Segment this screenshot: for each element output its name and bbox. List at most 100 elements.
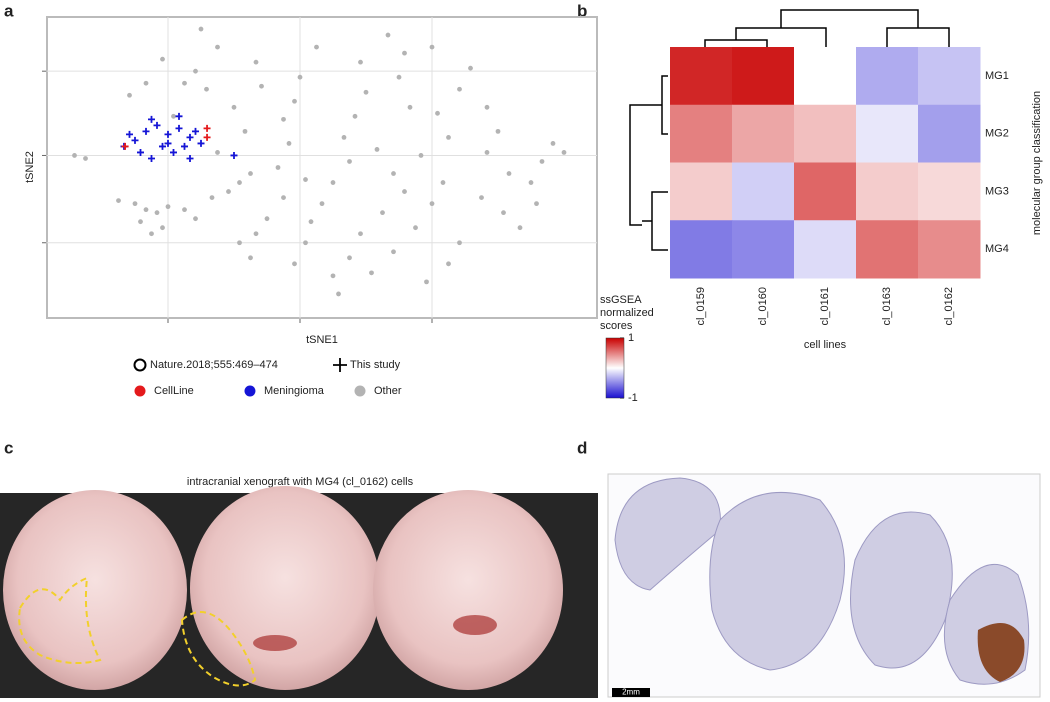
point bbox=[446, 261, 451, 267]
point bbox=[83, 156, 88, 161]
point bbox=[303, 177, 308, 182]
point bbox=[506, 171, 512, 176]
point bbox=[314, 44, 319, 50]
point bbox=[468, 65, 473, 71]
point bbox=[495, 128, 501, 134]
heatmap-cell bbox=[794, 47, 857, 106]
point bbox=[237, 180, 242, 185]
scale-bar bbox=[612, 688, 650, 697]
y-axis-label: tSNE2 bbox=[24, 151, 36, 183]
heatmap-cell bbox=[918, 220, 981, 279]
point bbox=[193, 216, 198, 222]
heatmap-cell bbox=[794, 162, 857, 221]
heatmap-cell bbox=[732, 47, 795, 106]
point bbox=[418, 153, 424, 158]
heatmap-cell bbox=[670, 162, 733, 221]
point bbox=[292, 261, 297, 267]
point bbox=[380, 210, 385, 216]
point bbox=[341, 135, 347, 140]
heatmap-cell bbox=[732, 162, 795, 221]
point bbox=[396, 74, 402, 80]
point bbox=[182, 207, 187, 213]
point bbox=[259, 83, 264, 89]
point bbox=[186, 133, 194, 141]
point bbox=[286, 141, 292, 146]
x-axis-label: cell lines bbox=[804, 339, 847, 351]
point bbox=[131, 136, 139, 144]
panel-label: b bbox=[577, 1, 587, 20]
point bbox=[385, 32, 391, 38]
legend-symbol bbox=[133, 358, 147, 372]
legend-symbol bbox=[354, 385, 366, 397]
point bbox=[561, 150, 567, 155]
y-axis-label: molecular group classification bbox=[1031, 91, 1043, 235]
column-label: cl_0159 bbox=[695, 287, 707, 326]
point bbox=[429, 201, 435, 207]
row-label: MG4 bbox=[985, 243, 1009, 255]
point bbox=[429, 44, 435, 50]
point bbox=[148, 154, 155, 162]
point bbox=[550, 141, 556, 146]
legend-label: Nature.2018;555:469–474 bbox=[150, 359, 278, 371]
point bbox=[192, 127, 199, 135]
point bbox=[137, 148, 144, 156]
point bbox=[446, 135, 451, 140]
legend-symbol bbox=[244, 385, 256, 397]
column-label: cl_0162 bbox=[943, 287, 955, 326]
point bbox=[407, 104, 413, 110]
scale-bar-label: 2mm bbox=[622, 688, 640, 697]
point bbox=[215, 44, 220, 50]
heatmap-cell bbox=[670, 104, 733, 163]
point bbox=[391, 249, 396, 255]
point bbox=[358, 59, 363, 65]
point bbox=[292, 98, 297, 104]
point bbox=[248, 171, 253, 176]
point bbox=[230, 151, 238, 159]
point bbox=[363, 89, 369, 95]
point bbox=[165, 204, 171, 210]
point bbox=[149, 231, 154, 237]
point bbox=[435, 110, 440, 116]
point bbox=[253, 59, 259, 65]
point bbox=[248, 255, 253, 261]
point bbox=[391, 171, 396, 176]
point bbox=[402, 50, 407, 56]
point bbox=[127, 92, 132, 98]
point bbox=[369, 270, 374, 276]
legend-label: Meningioma bbox=[264, 385, 325, 397]
colorbar bbox=[605, 337, 625, 399]
heatmap-cell bbox=[918, 162, 981, 221]
row-label: MG1 bbox=[985, 70, 1009, 82]
point bbox=[281, 195, 286, 201]
point bbox=[264, 216, 270, 222]
point bbox=[181, 142, 188, 150]
point bbox=[164, 139, 172, 147]
colorbar-title: scores bbox=[600, 320, 633, 332]
point bbox=[303, 240, 308, 246]
point bbox=[193, 68, 198, 74]
point bbox=[374, 147, 380, 152]
point bbox=[198, 26, 204, 32]
point bbox=[281, 116, 286, 122]
column-label: cl_0163 bbox=[881, 287, 893, 326]
point bbox=[237, 240, 242, 246]
point bbox=[242, 128, 248, 134]
point bbox=[175, 124, 183, 132]
point bbox=[72, 153, 77, 158]
point bbox=[440, 180, 446, 185]
point bbox=[175, 112, 183, 120]
point bbox=[203, 124, 211, 132]
scatter-plot bbox=[42, 17, 597, 323]
point bbox=[347, 159, 352, 164]
point bbox=[186, 154, 194, 162]
point bbox=[116, 198, 121, 204]
legend-symbol bbox=[333, 358, 347, 372]
row-label: MG2 bbox=[985, 128, 1009, 140]
legend-label: Other bbox=[374, 385, 402, 397]
point bbox=[204, 86, 209, 92]
point bbox=[209, 195, 215, 201]
point bbox=[308, 219, 314, 225]
point bbox=[539, 159, 545, 164]
point bbox=[457, 86, 462, 92]
